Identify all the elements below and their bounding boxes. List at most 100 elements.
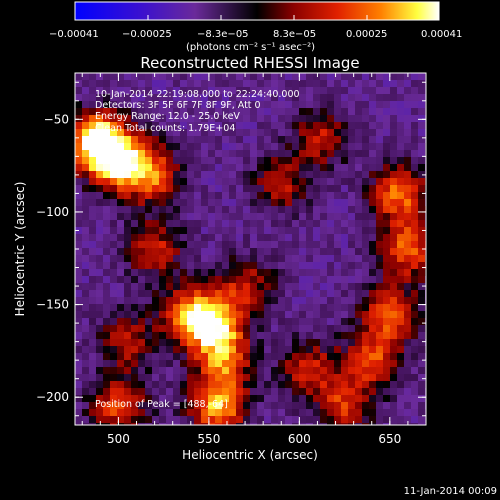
heatmap-cell bbox=[362, 199, 370, 207]
heatmap-cell bbox=[110, 94, 118, 102]
heatmap-cell bbox=[222, 255, 230, 263]
heatmap-cell bbox=[159, 374, 167, 382]
heatmap-cell bbox=[306, 423, 314, 425]
heatmap-cell bbox=[194, 381, 202, 389]
heatmap-cell bbox=[187, 178, 195, 186]
heatmap-cell bbox=[82, 178, 90, 186]
heatmap-cell bbox=[355, 269, 363, 277]
heatmap-cell bbox=[404, 213, 412, 221]
heatmap-cell bbox=[215, 353, 223, 361]
heatmap-cell bbox=[243, 136, 251, 144]
heatmap-cell bbox=[166, 234, 174, 242]
heatmap-cell bbox=[348, 276, 356, 284]
heatmap-cell bbox=[306, 241, 314, 249]
heatmap-cell bbox=[334, 325, 342, 333]
heatmap-cell bbox=[194, 311, 202, 319]
heatmap-cell bbox=[334, 192, 342, 200]
heatmap-cell bbox=[397, 220, 405, 228]
heatmap-cell bbox=[362, 360, 370, 368]
heatmap-cell bbox=[334, 94, 342, 102]
heatmap-cell bbox=[411, 108, 419, 116]
heatmap-cell bbox=[131, 241, 139, 249]
heatmap-cell bbox=[306, 115, 314, 123]
heatmap-cell bbox=[292, 346, 300, 354]
heatmap-cell bbox=[285, 248, 293, 256]
heatmap-cell bbox=[117, 227, 125, 235]
heatmap-cell bbox=[180, 388, 188, 396]
heatmap-cell bbox=[166, 220, 174, 228]
heatmap-cell bbox=[404, 87, 412, 95]
heatmap-cell bbox=[285, 255, 293, 263]
heatmap-cell bbox=[418, 206, 426, 214]
heatmap-cell bbox=[299, 122, 307, 130]
heatmap-cell bbox=[418, 73, 426, 81]
heatmap-cell bbox=[194, 73, 202, 81]
heatmap-cell bbox=[327, 227, 335, 235]
heatmap-cell bbox=[250, 276, 258, 284]
heatmap-cell bbox=[278, 346, 286, 354]
heatmap-cell bbox=[348, 388, 356, 396]
heatmap-cell bbox=[201, 101, 209, 109]
heatmap-cell bbox=[180, 178, 188, 186]
heatmap-cell bbox=[187, 290, 195, 298]
heatmap-cell bbox=[278, 143, 286, 151]
heatmap-cell bbox=[166, 262, 174, 270]
heatmap-cell bbox=[334, 185, 342, 193]
heatmap-cell bbox=[257, 227, 265, 235]
heatmap-cell bbox=[411, 346, 419, 354]
heatmap-cell bbox=[383, 381, 391, 389]
heatmap-cell bbox=[229, 374, 237, 382]
heatmap-cell bbox=[180, 395, 188, 403]
heatmap-cell bbox=[383, 143, 391, 151]
heatmap-cell bbox=[404, 136, 412, 144]
heatmap-cell bbox=[397, 136, 405, 144]
heatmap-cell bbox=[124, 248, 132, 256]
heatmap-cell bbox=[180, 199, 188, 207]
heatmap-cell bbox=[173, 339, 181, 347]
heatmap-cell bbox=[131, 157, 139, 165]
heatmap-cell bbox=[229, 234, 237, 242]
heatmap-cell bbox=[404, 150, 412, 158]
heatmap-cell bbox=[138, 353, 146, 361]
heatmap-cell bbox=[117, 325, 125, 333]
heatmap-cell bbox=[166, 374, 174, 382]
heatmap-cell bbox=[215, 87, 223, 95]
heatmap-cell bbox=[166, 227, 174, 235]
heatmap-cell bbox=[243, 164, 251, 172]
heatmap-cell bbox=[320, 101, 328, 109]
heatmap-cell bbox=[89, 304, 97, 312]
heatmap-cell bbox=[355, 143, 363, 151]
heatmap-cell bbox=[229, 185, 237, 193]
heatmap-cell bbox=[376, 213, 384, 221]
heatmap-cell bbox=[222, 409, 230, 417]
heatmap-cell bbox=[96, 388, 104, 396]
heatmap-cell bbox=[173, 115, 181, 123]
heatmap-cell bbox=[418, 199, 426, 207]
heatmap-cell bbox=[194, 192, 202, 200]
heatmap-cell bbox=[306, 185, 314, 193]
heatmap-cell bbox=[201, 367, 209, 375]
heatmap-cell bbox=[236, 164, 244, 172]
heatmap-cell bbox=[243, 353, 251, 361]
heatmap-cell bbox=[264, 171, 272, 179]
heatmap-cell bbox=[327, 164, 335, 172]
heatmap-cell bbox=[306, 150, 314, 158]
heatmap-cell bbox=[299, 248, 307, 256]
heatmap-cell bbox=[271, 311, 279, 319]
heatmap-cell bbox=[243, 360, 251, 368]
heatmap-cell bbox=[152, 213, 160, 221]
heatmap-cell bbox=[103, 150, 111, 158]
heatmap-cell bbox=[229, 115, 237, 123]
heatmap-cell bbox=[215, 73, 223, 81]
heatmap-cell bbox=[131, 318, 139, 326]
heatmap-cell bbox=[292, 164, 300, 172]
heatmap-cell bbox=[271, 346, 279, 354]
heatmap-cell bbox=[369, 234, 377, 242]
heatmap-cell bbox=[194, 220, 202, 228]
heatmap-cell bbox=[138, 185, 146, 193]
heatmap-cell bbox=[187, 213, 195, 221]
heatmap-cell bbox=[75, 332, 83, 340]
heatmap-cell bbox=[75, 213, 83, 221]
heatmap-cell bbox=[145, 395, 153, 403]
heatmap-cell bbox=[117, 199, 125, 207]
